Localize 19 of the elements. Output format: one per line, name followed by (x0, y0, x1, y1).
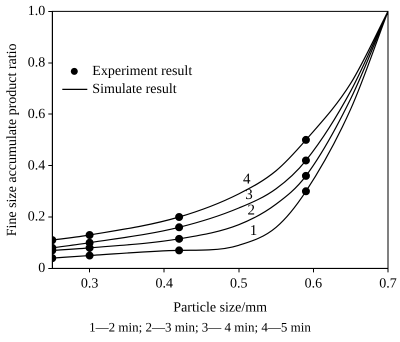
y-axis-title: Fine size accumulate product ratio (5, 43, 20, 236)
y-tick-label: 0.4 (28, 158, 46, 174)
annotation: 1 (250, 223, 258, 240)
text: 1—2 min; 2—3 min; 3— 4 min; 4—5 min (89, 319, 312, 334)
y-tick-label: 0.2 (28, 210, 46, 225)
x-tick-label: 0.4 (155, 276, 173, 292)
x-tick-label: 0.7 (379, 276, 397, 292)
x-axis-title: Particle size/mm (173, 300, 268, 316)
x-tick-label: 0.3 (80, 276, 98, 292)
x-tick-label: 0.5 (230, 276, 248, 292)
legend-label: Experiment result (92, 64, 192, 80)
y-tick-label: 0.6 (28, 106, 46, 122)
y-tick-label: 0.8 (28, 55, 46, 70)
y-tick-label: 0 (38, 261, 46, 276)
annotation: 2 (248, 202, 256, 219)
annotation: 4 (243, 172, 252, 188)
x-tick-label: 0.6 (304, 276, 322, 292)
legend-label: Simulate result (92, 82, 177, 98)
y-tick-label: 1.0 (28, 4, 46, 20)
